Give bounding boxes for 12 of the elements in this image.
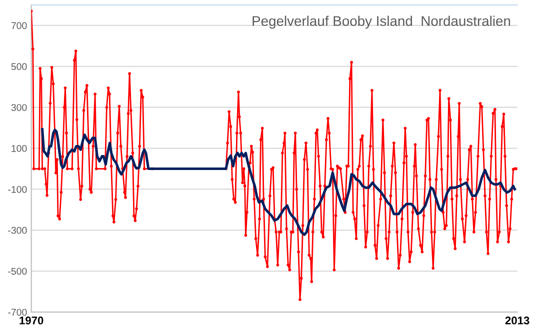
x-tick-label: 2013 xyxy=(505,316,530,324)
y-tick-label: 100 xyxy=(12,145,27,152)
line-series xyxy=(41,128,516,236)
y-tick-label: -100 xyxy=(8,186,27,193)
y-tick-label: 500 xyxy=(11,63,27,70)
text: Pegelverlauf Booby Island Nordaustralien xyxy=(252,16,510,29)
x-tick-label: 1970 xyxy=(20,316,44,324)
y-tick-label: -300 xyxy=(8,226,27,234)
y-tick-label: -500 xyxy=(8,268,27,275)
y-tick-label: 300 xyxy=(11,104,27,111)
y-tick-label: 700 xyxy=(11,22,27,30)
y-tick-label: -700 xyxy=(8,308,27,316)
